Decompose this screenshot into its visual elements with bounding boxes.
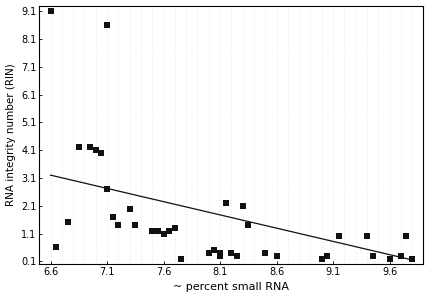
Point bbox=[403, 234, 410, 239]
Point bbox=[335, 234, 342, 239]
Point bbox=[132, 223, 139, 228]
Point bbox=[126, 206, 133, 211]
Point bbox=[245, 223, 252, 228]
Point bbox=[98, 150, 105, 155]
Point bbox=[160, 231, 167, 236]
Point bbox=[172, 226, 178, 230]
Point bbox=[87, 145, 94, 150]
Point bbox=[104, 23, 111, 27]
Point bbox=[273, 253, 280, 258]
Point bbox=[363, 234, 370, 239]
Point bbox=[92, 148, 99, 153]
Point bbox=[233, 253, 240, 258]
Point bbox=[64, 220, 71, 225]
Point bbox=[217, 251, 224, 255]
Point bbox=[76, 145, 82, 150]
Point bbox=[115, 223, 122, 228]
Point bbox=[228, 251, 235, 255]
Point bbox=[262, 251, 269, 255]
Point bbox=[47, 9, 54, 13]
Point bbox=[53, 245, 60, 250]
Point bbox=[397, 253, 404, 258]
Point bbox=[177, 256, 184, 261]
Point bbox=[369, 253, 376, 258]
Point bbox=[222, 201, 229, 205]
Point bbox=[166, 228, 172, 233]
Point bbox=[318, 256, 325, 261]
X-axis label: ~ percent small RNA: ~ percent small RNA bbox=[173, 283, 289, 292]
Point bbox=[154, 228, 161, 233]
Point bbox=[239, 203, 246, 208]
Point bbox=[109, 215, 116, 219]
Point bbox=[386, 256, 393, 261]
Y-axis label: RNA integrity number (RIN): RNA integrity number (RIN) bbox=[6, 63, 15, 206]
Point bbox=[409, 256, 416, 261]
Point bbox=[324, 253, 331, 258]
Point bbox=[205, 251, 212, 255]
Point bbox=[149, 228, 156, 233]
Point bbox=[104, 187, 111, 191]
Point bbox=[217, 253, 224, 258]
Point bbox=[211, 248, 218, 253]
